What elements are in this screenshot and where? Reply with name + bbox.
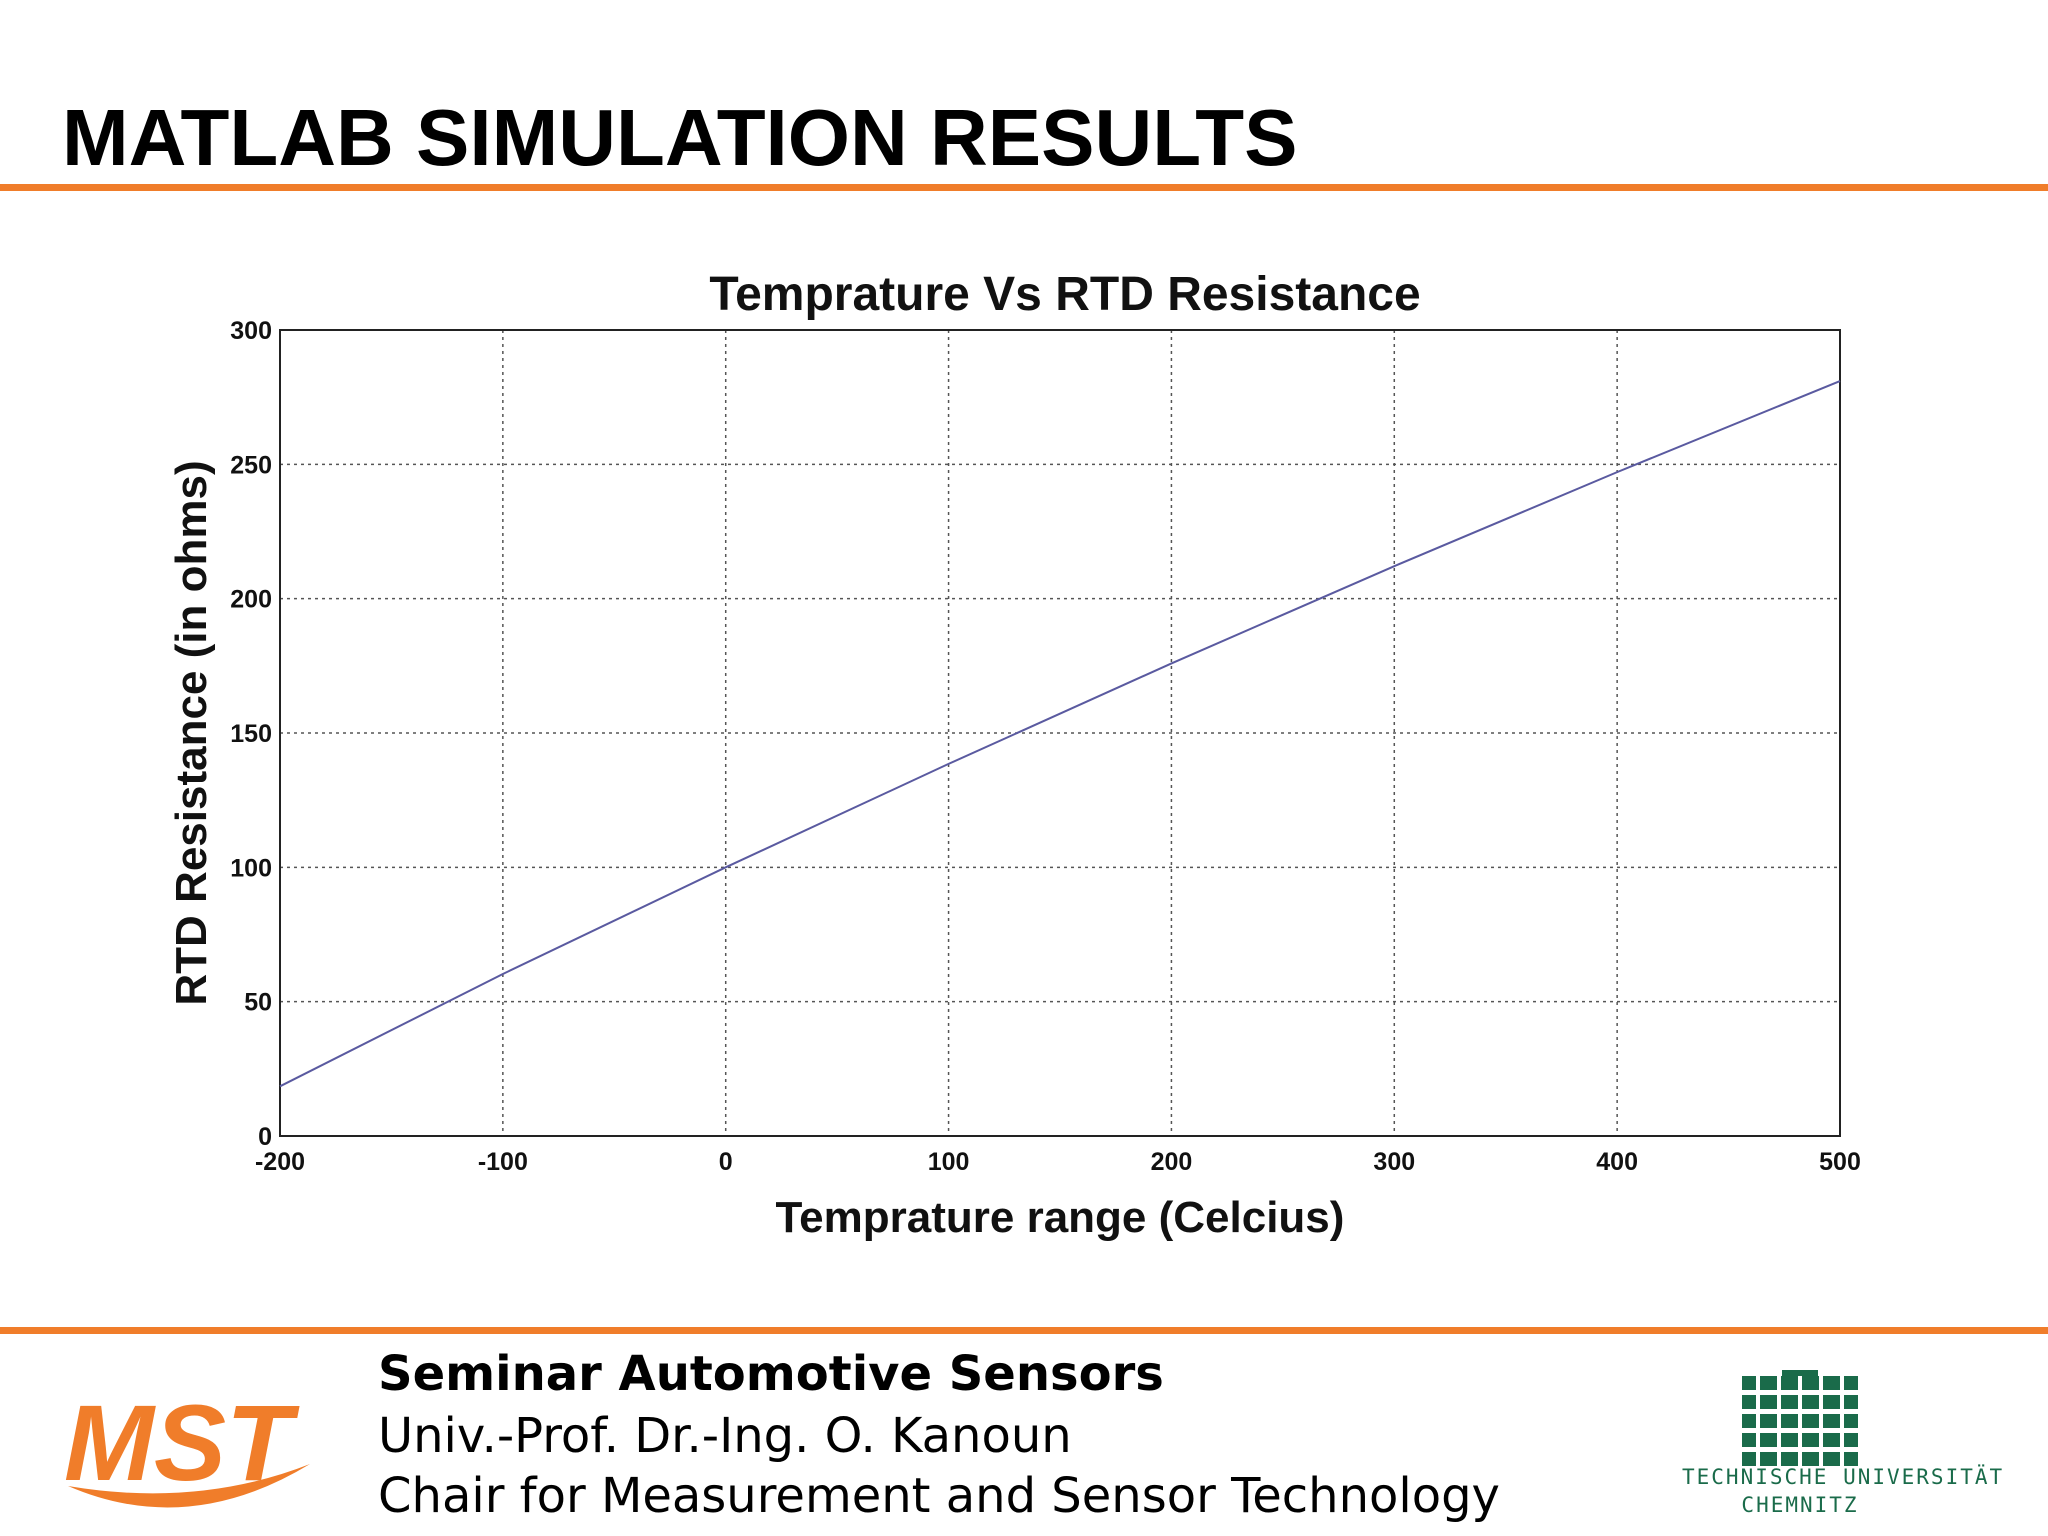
x-tick-label: 400	[1596, 1148, 1638, 1176]
tu-building-icon	[1742, 1370, 1858, 1466]
footer-chair: Chair for Measurement and Sensor Technol…	[378, 1468, 1500, 1524]
tu-name-line1: TECHNISCHE UNIVERSITÄT	[1682, 1465, 2005, 1489]
series-group	[279, 380, 1841, 1088]
x-axis-label: Temprature range (Celcius)	[776, 1193, 1345, 1242]
bottom-accent-rule	[0, 1327, 2048, 1334]
tu-chemnitz-logo	[1742, 1370, 1858, 1466]
mst-swoosh-icon	[68, 1464, 310, 1508]
y-tick-label: 150	[230, 720, 272, 748]
x-tick-label: 200	[1151, 1148, 1193, 1176]
x-tick-label: -100	[478, 1148, 528, 1176]
mst-logo: MST	[64, 1382, 310, 1508]
footer-professor: Univ.-Prof. Dr.-Ing. O. Kanoun	[378, 1408, 1072, 1464]
series-line	[279, 380, 1841, 1088]
footer-seminar-title: Seminar Automotive Sensors	[378, 1346, 1164, 1402]
line-chart: -200 -100 0 100 200 300 400 500 0 50 100 150 200 250 3…	[167, 268, 1861, 1242]
top-accent-rule	[0, 184, 2048, 191]
x-tick-label: 300	[1373, 1148, 1415, 1176]
x-tick-label: 500	[1819, 1148, 1861, 1176]
y-tick-label: 250	[230, 451, 272, 479]
y-tick-label: 100	[230, 854, 272, 882]
y-axis-label: RTD Resistance (in ohms)	[167, 460, 216, 1005]
x-tick-label: 100	[928, 1148, 970, 1176]
x-tick-label: -200	[255, 1148, 305, 1176]
y-tick-label: 0	[258, 1123, 272, 1151]
y-tick-label: 50	[244, 989, 272, 1017]
tu-name-line2: CHEMNITZ	[1741, 1493, 1859, 1517]
slide-title: MATLAB SIMULATION RESULTS	[62, 93, 1298, 182]
y-tick-label: 300	[230, 317, 272, 345]
tick-labels: -200 -100 0 100 200 300 400 500 0 50 100 150 200 250 3…	[230, 317, 1861, 1176]
y-tick-label: 200	[230, 586, 272, 614]
x-tick-label: 0	[719, 1148, 733, 1176]
chart-title: Temprature Vs RTD Resistance	[709, 268, 1420, 321]
plot-frame	[279, 329, 1841, 1137]
grid-lines	[280, 330, 1840, 1136]
mst-logo-text: MST	[64, 1382, 300, 1503]
